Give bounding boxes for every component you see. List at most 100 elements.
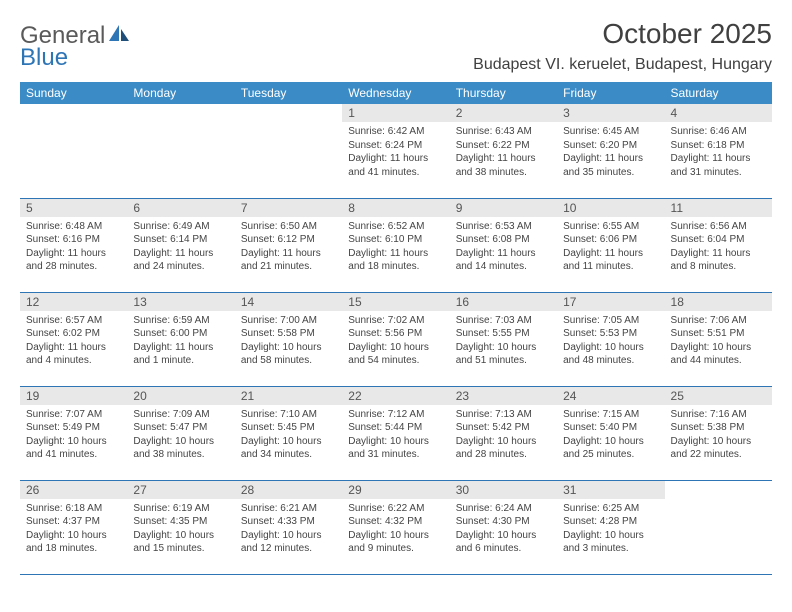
day-details: Sunrise: 7:09 AMSunset: 5:47 PMDaylight:…	[127, 405, 234, 466]
day-header: Monday	[127, 82, 234, 104]
day-details: Sunrise: 7:07 AMSunset: 5:49 PMDaylight:…	[20, 405, 127, 466]
day-details: Sunrise: 6:56 AMSunset: 6:04 PMDaylight:…	[665, 217, 772, 278]
day-details: Sunrise: 6:22 AMSunset: 4:32 PMDaylight:…	[342, 499, 449, 560]
calendar-day-cell: 7Sunrise: 6:50 AMSunset: 6:12 PMDaylight…	[235, 198, 342, 292]
day-number: 27	[127, 481, 234, 499]
calendar-day-cell	[235, 104, 342, 198]
day-number: 4	[665, 104, 772, 122]
day-details: Sunrise: 6:18 AMSunset: 4:37 PMDaylight:…	[20, 499, 127, 560]
calendar-day-cell	[665, 480, 772, 574]
day-number: 29	[342, 481, 449, 499]
calendar-week-row: 26Sunrise: 6:18 AMSunset: 4:37 PMDayligh…	[20, 480, 772, 574]
day-number: 10	[557, 199, 664, 217]
day-number: 28	[235, 481, 342, 499]
day-details: Sunrise: 6:48 AMSunset: 6:16 PMDaylight:…	[20, 217, 127, 278]
calendar-day-cell: 12Sunrise: 6:57 AMSunset: 6:02 PMDayligh…	[20, 292, 127, 386]
day-details: Sunrise: 6:55 AMSunset: 6:06 PMDaylight:…	[557, 217, 664, 278]
day-header: Wednesday	[342, 82, 449, 104]
day-header: Sunday	[20, 82, 127, 104]
calendar-day-cell: 10Sunrise: 6:55 AMSunset: 6:06 PMDayligh…	[557, 198, 664, 292]
day-details: Sunrise: 6:53 AMSunset: 6:08 PMDaylight:…	[450, 217, 557, 278]
title-block: October 2025 Budapest VI. keruelet, Buda…	[473, 18, 772, 74]
day-details: Sunrise: 7:00 AMSunset: 5:58 PMDaylight:…	[235, 311, 342, 372]
calendar-day-cell	[127, 104, 234, 198]
day-header: Thursday	[450, 82, 557, 104]
calendar-day-cell: 25Sunrise: 7:16 AMSunset: 5:38 PMDayligh…	[665, 386, 772, 480]
day-details: Sunrise: 6:59 AMSunset: 6:00 PMDaylight:…	[127, 311, 234, 372]
day-number: 7	[235, 199, 342, 217]
day-header: Tuesday	[235, 82, 342, 104]
calendar-day-cell: 8Sunrise: 6:52 AMSunset: 6:10 PMDaylight…	[342, 198, 449, 292]
calendar-day-cell: 19Sunrise: 7:07 AMSunset: 5:49 PMDayligh…	[20, 386, 127, 480]
day-details: Sunrise: 6:49 AMSunset: 6:14 PMDaylight:…	[127, 217, 234, 278]
day-number: 13	[127, 293, 234, 311]
day-number: 1	[342, 104, 449, 122]
day-number: 18	[665, 293, 772, 311]
day-number: 11	[665, 199, 772, 217]
calendar-day-cell: 5Sunrise: 6:48 AMSunset: 6:16 PMDaylight…	[20, 198, 127, 292]
brand-part2: Blue	[20, 46, 131, 70]
day-details: Sunrise: 6:46 AMSunset: 6:18 PMDaylight:…	[665, 122, 772, 183]
day-number: 25	[665, 387, 772, 405]
day-header: Saturday	[665, 82, 772, 104]
day-number: 21	[235, 387, 342, 405]
day-number: 2	[450, 104, 557, 122]
day-number: 31	[557, 481, 664, 499]
day-number: 19	[20, 387, 127, 405]
calendar-day-cell: 17Sunrise: 7:05 AMSunset: 5:53 PMDayligh…	[557, 292, 664, 386]
day-number: 22	[342, 387, 449, 405]
calendar-day-cell: 26Sunrise: 6:18 AMSunset: 4:37 PMDayligh…	[20, 480, 127, 574]
day-details: Sunrise: 6:52 AMSunset: 6:10 PMDaylight:…	[342, 217, 449, 278]
calendar-day-cell: 22Sunrise: 7:12 AMSunset: 5:44 PMDayligh…	[342, 386, 449, 480]
calendar-week-row: 5Sunrise: 6:48 AMSunset: 6:16 PMDaylight…	[20, 198, 772, 292]
month-title: October 2025	[473, 18, 772, 50]
calendar-day-cell: 27Sunrise: 6:19 AMSunset: 4:35 PMDayligh…	[127, 480, 234, 574]
day-number: 3	[557, 104, 664, 122]
day-details: Sunrise: 6:45 AMSunset: 6:20 PMDaylight:…	[557, 122, 664, 183]
day-details: Sunrise: 6:25 AMSunset: 4:28 PMDaylight:…	[557, 499, 664, 560]
calendar-day-cell: 11Sunrise: 6:56 AMSunset: 6:04 PMDayligh…	[665, 198, 772, 292]
day-number: 16	[450, 293, 557, 311]
calendar-day-cell: 24Sunrise: 7:15 AMSunset: 5:40 PMDayligh…	[557, 386, 664, 480]
calendar-day-cell: 15Sunrise: 7:02 AMSunset: 5:56 PMDayligh…	[342, 292, 449, 386]
day-details: Sunrise: 7:02 AMSunset: 5:56 PMDaylight:…	[342, 311, 449, 372]
calendar-day-cell	[20, 104, 127, 198]
day-details: Sunrise: 7:16 AMSunset: 5:38 PMDaylight:…	[665, 405, 772, 466]
calendar-week-row: 19Sunrise: 7:07 AMSunset: 5:49 PMDayligh…	[20, 386, 772, 480]
day-details: Sunrise: 6:50 AMSunset: 6:12 PMDaylight:…	[235, 217, 342, 278]
calendar-week-row: 12Sunrise: 6:57 AMSunset: 6:02 PMDayligh…	[20, 292, 772, 386]
day-details: Sunrise: 7:12 AMSunset: 5:44 PMDaylight:…	[342, 405, 449, 466]
calendar-body: 1Sunrise: 6:42 AMSunset: 6:24 PMDaylight…	[20, 104, 772, 574]
calendar-day-cell: 9Sunrise: 6:53 AMSunset: 6:08 PMDaylight…	[450, 198, 557, 292]
calendar-day-cell: 4Sunrise: 6:46 AMSunset: 6:18 PMDaylight…	[665, 104, 772, 198]
day-number: 8	[342, 199, 449, 217]
day-number: 6	[127, 199, 234, 217]
day-details: Sunrise: 6:24 AMSunset: 4:30 PMDaylight:…	[450, 499, 557, 560]
calendar-day-cell: 16Sunrise: 7:03 AMSunset: 5:55 PMDayligh…	[450, 292, 557, 386]
day-details: Sunrise: 7:03 AMSunset: 5:55 PMDaylight:…	[450, 311, 557, 372]
day-number: 17	[557, 293, 664, 311]
day-details: Sunrise: 7:15 AMSunset: 5:40 PMDaylight:…	[557, 405, 664, 466]
day-details: Sunrise: 6:42 AMSunset: 6:24 PMDaylight:…	[342, 122, 449, 183]
day-details: Sunrise: 6:57 AMSunset: 6:02 PMDaylight:…	[20, 311, 127, 372]
calendar-day-cell: 31Sunrise: 6:25 AMSunset: 4:28 PMDayligh…	[557, 480, 664, 574]
sail-icon	[109, 24, 131, 48]
day-number: 14	[235, 293, 342, 311]
calendar-day-cell: 21Sunrise: 7:10 AMSunset: 5:45 PMDayligh…	[235, 386, 342, 480]
day-number: 12	[20, 293, 127, 311]
day-details: Sunrise: 6:21 AMSunset: 4:33 PMDaylight:…	[235, 499, 342, 560]
calendar-day-cell: 23Sunrise: 7:13 AMSunset: 5:42 PMDayligh…	[450, 386, 557, 480]
day-details: Sunrise: 7:10 AMSunset: 5:45 PMDaylight:…	[235, 405, 342, 466]
calendar-day-cell: 14Sunrise: 7:00 AMSunset: 5:58 PMDayligh…	[235, 292, 342, 386]
day-number: 20	[127, 387, 234, 405]
calendar-day-cell: 13Sunrise: 6:59 AMSunset: 6:00 PMDayligh…	[127, 292, 234, 386]
day-number: 9	[450, 199, 557, 217]
day-number: 24	[557, 387, 664, 405]
calendar-day-cell: 30Sunrise: 6:24 AMSunset: 4:30 PMDayligh…	[450, 480, 557, 574]
brand-logo: GeneralBlue	[20, 24, 131, 70]
day-number: 30	[450, 481, 557, 499]
day-details: Sunrise: 7:05 AMSunset: 5:53 PMDaylight:…	[557, 311, 664, 372]
day-number: 23	[450, 387, 557, 405]
calendar-table: Sunday Monday Tuesday Wednesday Thursday…	[20, 82, 772, 575]
calendar-day-cell: 18Sunrise: 7:06 AMSunset: 5:51 PMDayligh…	[665, 292, 772, 386]
